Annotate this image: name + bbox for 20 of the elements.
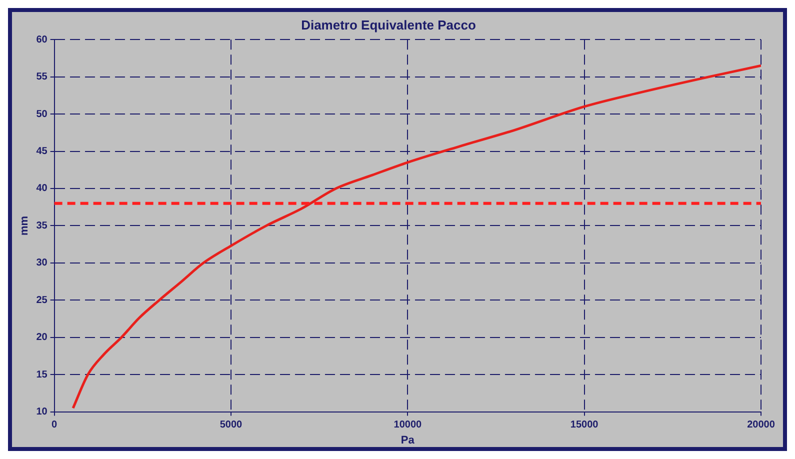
x-tick-label: 10000 (394, 420, 422, 431)
x-tick-label: 20000 (747, 420, 776, 431)
y-tick-label: 20 (36, 332, 48, 344)
x-tick-label: 5000 (220, 420, 243, 431)
chart-title: Diametro Equivalente Pacco (301, 17, 476, 32)
y-tick-label: 50 (36, 108, 48, 120)
x-axis-title: Pa (400, 434, 416, 446)
y-tick-label: 60 (36, 34, 48, 46)
x-tick-label: 0 (52, 420, 58, 431)
y-tick-label: 30 (36, 258, 48, 269)
y-tick-label: 45 (36, 146, 48, 158)
y-tick-label: 55 (36, 72, 48, 83)
y-tick-label: 40 (36, 183, 48, 194)
x-tick-label: 15000 (570, 420, 599, 431)
y-axis-title: mm (18, 216, 31, 236)
y-tick-label: 35 (36, 220, 48, 232)
line-series (72, 64, 761, 410)
y-tick-label: 10 (36, 406, 48, 418)
y-tick-label: 25 (36, 294, 48, 306)
y-tick-label: 15 (36, 369, 48, 380)
